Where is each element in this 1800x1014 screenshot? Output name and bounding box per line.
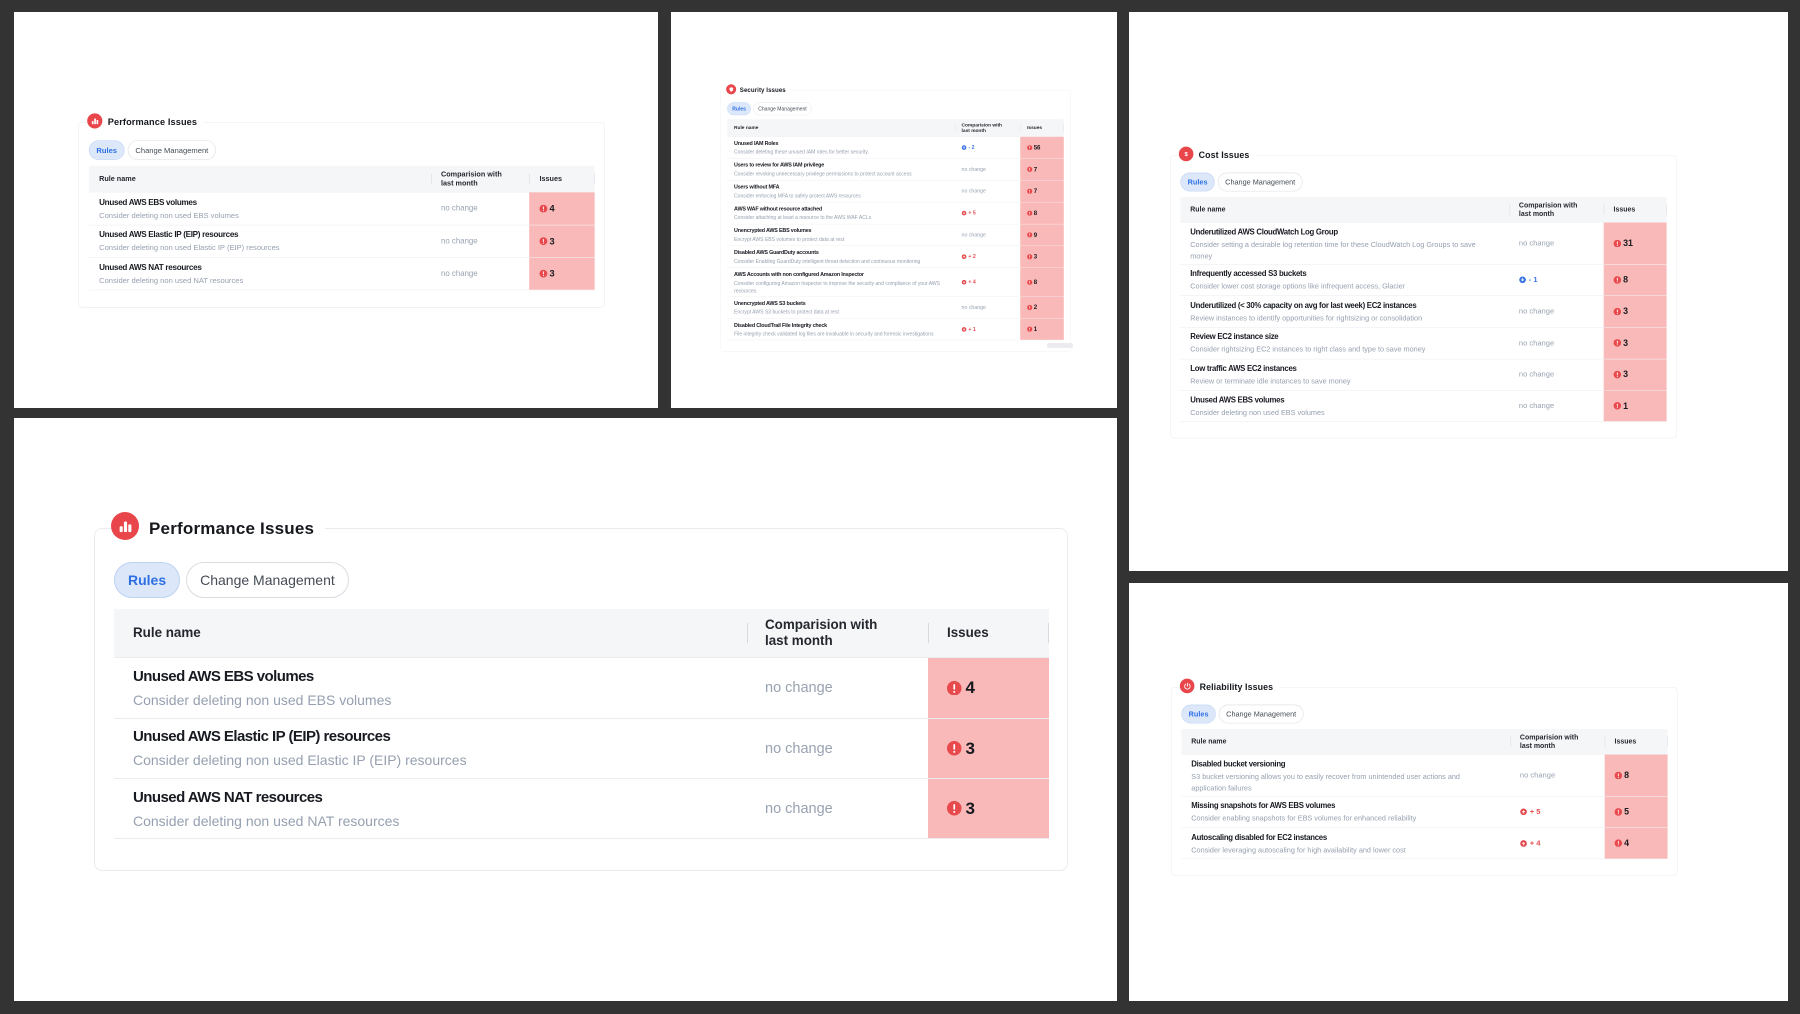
svg-text:$: $ bbox=[1184, 152, 1188, 158]
